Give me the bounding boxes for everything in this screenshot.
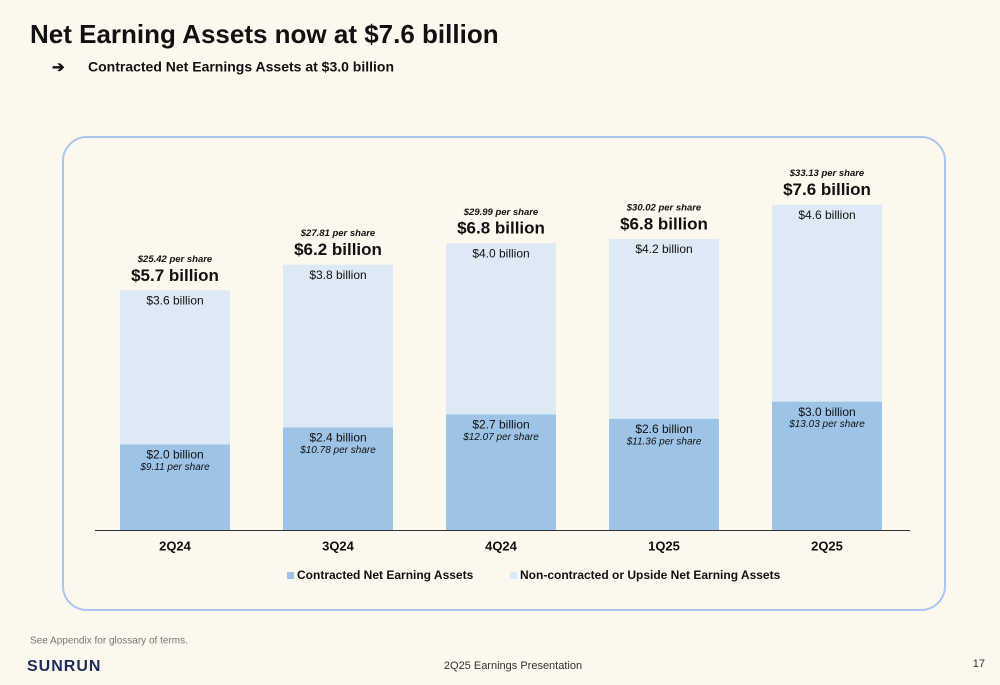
x-tick-label: 1Q25 <box>648 538 680 553</box>
bar-segment <box>609 238 719 419</box>
total-per-share: $27.81 per share <box>300 228 376 239</box>
segment-per-share: $11.36 per share <box>626 436 702 447</box>
segment-per-share: $13.03 per share <box>788 419 865 430</box>
bar-segment <box>772 401 882 530</box>
segment-label: $2.0 billion <box>146 448 203 462</box>
segment-per-share: $10.78 per share <box>299 445 376 456</box>
bar-segment <box>609 418 719 530</box>
x-tick-label: 3Q24 <box>322 538 355 553</box>
x-tick-label: 2Q25 <box>811 538 843 553</box>
total-per-share: $33.13 per share <box>789 168 865 179</box>
total-label: $6.8 billion <box>457 219 545 238</box>
legend-swatch <box>287 572 294 579</box>
segment-label: $3.6 billion <box>146 293 203 307</box>
bullet-arrow: ➔ <box>52 59 65 76</box>
segment-label: $4.0 billion <box>472 246 529 260</box>
bar-segment <box>446 243 556 415</box>
segment-per-share: $12.07 per share <box>462 432 539 443</box>
total-label: $7.6 billion <box>783 180 871 199</box>
segment-per-share: $9.11 per share <box>139 462 210 473</box>
bar-segment <box>772 204 882 402</box>
footer-text: 2Q25 Earnings Presentation <box>444 660 582 672</box>
bar-segment <box>120 444 230 530</box>
x-tick-label: 4Q24 <box>485 538 518 553</box>
logo: SUNRUN <box>27 658 101 675</box>
total-label: $5.7 billion <box>131 266 219 285</box>
segment-label: $4.2 billion <box>635 242 692 256</box>
segment-label: $2.7 billion <box>472 418 529 432</box>
page-number: 17 <box>973 658 985 670</box>
segment-label: $3.0 billion <box>798 405 855 419</box>
bullet-text: Contracted Net Earnings Assets at $3.0 b… <box>88 59 394 75</box>
x-tick-label: 2Q24 <box>159 538 192 553</box>
slide-title: Net Earning Assets now at $7.6 billion <box>30 19 499 49</box>
bar-segment <box>283 427 393 530</box>
bar-segment <box>120 290 230 445</box>
segment-label: $4.6 billion <box>798 208 855 222</box>
bar-segment <box>283 264 393 428</box>
total-label: $6.2 billion <box>294 240 382 259</box>
footnote: See Appendix for glossary of terms. <box>30 636 188 647</box>
total-per-share: $25.42 per share <box>137 254 213 265</box>
total-per-share: $30.02 per share <box>626 202 702 213</box>
segment-label: $2.6 billion <box>635 422 692 436</box>
total-label: $6.8 billion <box>620 214 708 233</box>
total-per-share: $29.99 per share <box>463 207 539 218</box>
bar-segment <box>446 414 556 530</box>
legend-label: Non-contracted or Upside Net Earning Ass… <box>520 568 781 582</box>
legend-swatch <box>510 572 517 579</box>
segment-label: $2.4 billion <box>309 430 366 444</box>
legend-label: Contracted Net Earning Assets <box>297 568 474 582</box>
segment-label: $3.8 billion <box>309 268 366 282</box>
